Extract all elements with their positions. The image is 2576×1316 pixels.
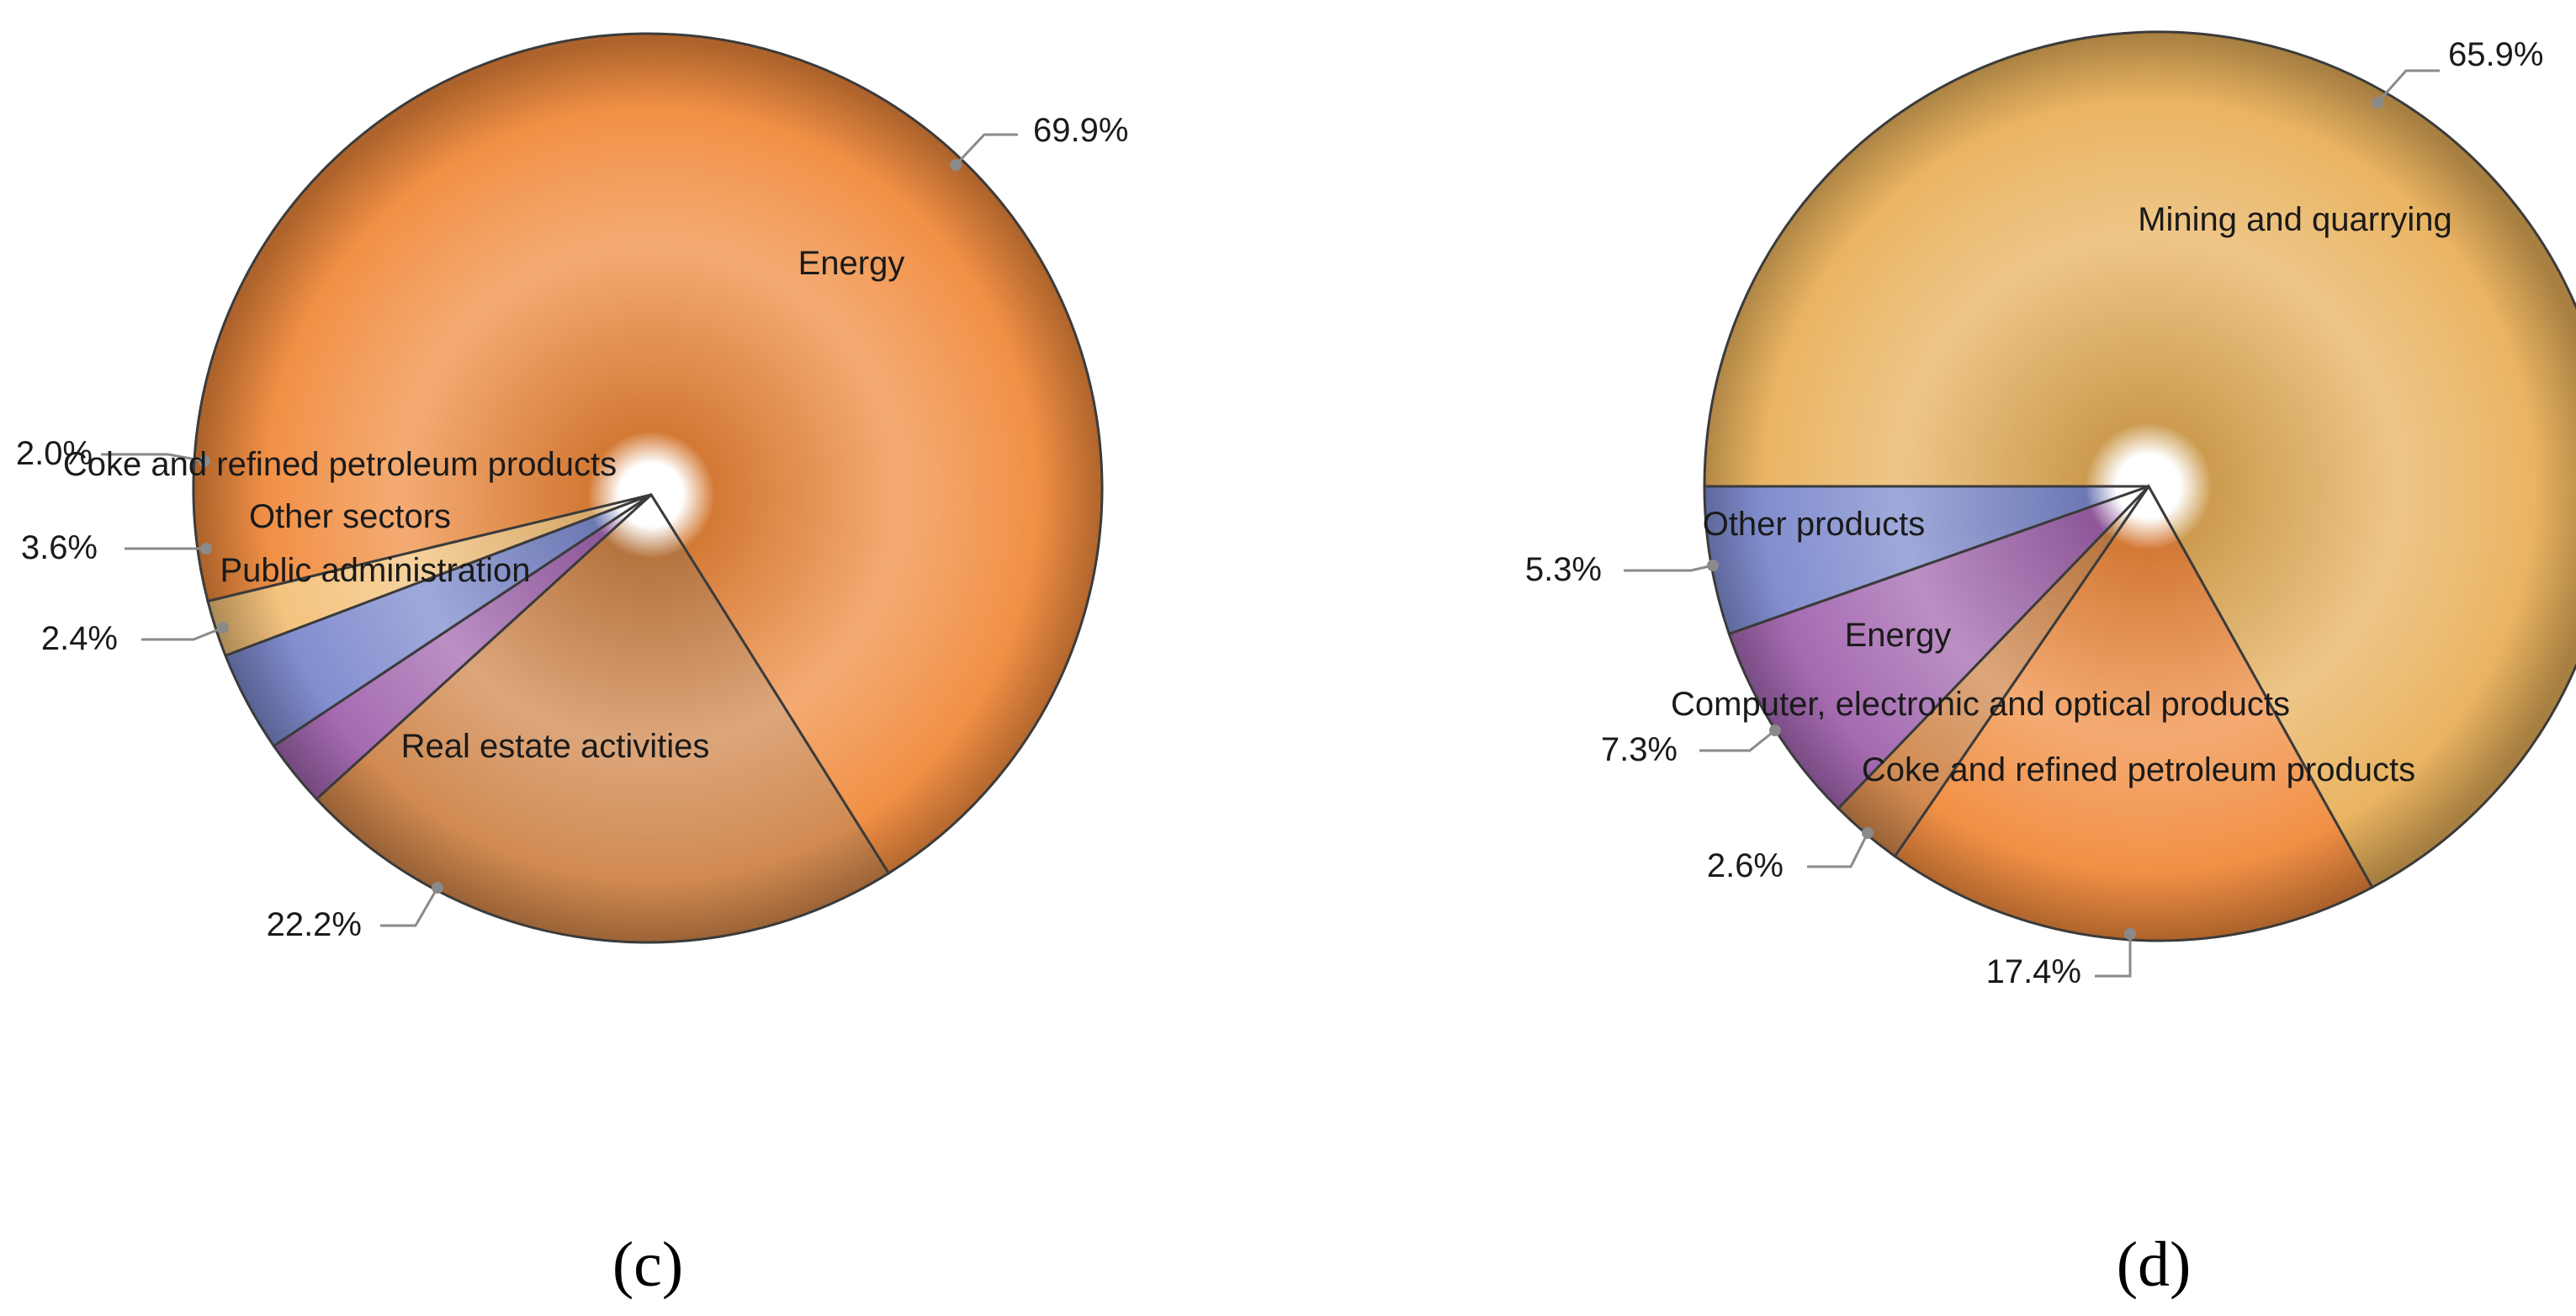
pie-d-pct-mining-and-quarrying: 65.9%: [2448, 36, 2543, 73]
pie-d-leader-coke-and-refined-petroleum-products: [2095, 934, 2132, 978]
pie-c-leader-coke-and-refined-petroleum-products: [101, 453, 205, 463]
pie-c-label-public-administration: Public administration: [220, 552, 530, 589]
pie-d-slices: [1703, 30, 2576, 942]
pie-c-leaders: [101, 133, 1018, 927]
pie-c-pct-other-sectors: 3.6%: [21, 529, 98, 566]
pie-c-pct-public-administration: 2.4%: [41, 620, 118, 657]
pie-d-leader-other-products: [1624, 564, 1714, 572]
panel-label-d: (d): [2117, 1229, 2192, 1300]
pie-c-leader-real-estate-activities: [380, 887, 439, 927]
pie-c-label-real-estate-activities: Real estate activities: [401, 728, 710, 765]
pie-c-leader-dot-other-sectors: [200, 543, 212, 555]
panel-label-c: (c): [612, 1229, 683, 1300]
pie-d-leader-mining-and-quarrying: [2376, 69, 2440, 104]
pie-chart-d: Mining and quarrying 65.9% Coke and refine…: [1525, 30, 2576, 1300]
pie-c-leader-dot-public-administration: [217, 622, 229, 634]
pie-d-label-other-products: Other products: [1703, 506, 1926, 543]
pie-d-texts: Mining and quarrying 65.9% Coke and refine…: [1525, 36, 2544, 990]
pie-c-label-energy: Energy: [798, 245, 905, 282]
pie-c-slice-coke-and-refined-petroleum-products: [206, 493, 652, 658]
pie-d-leader-dot-mining-and-quarrying: [2372, 97, 2383, 109]
pie-d-leader-dot-other-products: [1707, 560, 1719, 571]
pie-d-leader-dot-coke-and-refined-petroleum-products: [2124, 928, 2136, 940]
pie-c-label-other-sectors: Other sectors: [249, 498, 451, 535]
pie-d-pct-energy: 7.3%: [1601, 731, 1678, 768]
pie-d-leaders: [1624, 69, 2440, 978]
pie-c-leader-energy: [954, 133, 1018, 167]
pie-c-slice-real-estate-activities: [315, 492, 891, 944]
pie-d-slice-mining-and-quarrying: [1703, 30, 2576, 889]
pie-c-pct-real-estate-activities: 22.2%: [267, 906, 362, 943]
pie-c-pct-coke-and-refined-petroleum-products: 2.0%: [16, 435, 93, 472]
pie-c-leader-dot-real-estate-activities: [432, 882, 443, 894]
pie-d-pct-computer-electronic-and-optical-products: 2.6%: [1707, 847, 1784, 884]
pie-c-leader-dot-energy: [950, 159, 962, 171]
pie-d-leader-dot-computer-electronic-and-optical-products: [1862, 827, 1874, 839]
pie-d-pct-other-products: 5.3%: [1525, 551, 1602, 588]
pie-chart-c: Energy 69.9% Real estate activities 22.2% Pu…: [16, 32, 1129, 1300]
pie-d-label-mining-and-quarrying: Mining and quarrying: [2138, 201, 2452, 238]
pie-c-leader-public-administration: [141, 626, 224, 641]
pie-d-pct-coke-and-refined-petroleum-products: 17.4%: [1986, 953, 2081, 990]
pie-c-pct-energy: 69.9%: [1033, 112, 1128, 149]
pie-d-label-computer-electronic-and-optical-products: Computer, electronic and optical product…: [1671, 686, 2290, 723]
pie-d-leader-dot-energy: [1769, 724, 1781, 736]
pie-c-slice-energy: [192, 32, 1104, 875]
pie-c-texts: Energy 69.9% Real estate activities 22.2% Pu…: [16, 112, 1129, 943]
pie-d-label-coke-and-refined-petroleum-products: Coke and refined petroleum products: [1862, 751, 2415, 788]
pie-c-label-coke-and-refined-petroleum-products: Coke and refined petroleum products: [63, 446, 617, 483]
pie-c-leader-dot-coke-and-refined-petroleum-products: [199, 455, 210, 467]
pie-d-leader-computer-electronic-and-optical-products: [1807, 832, 1869, 868]
pie-d-label-energy: Energy: [1845, 617, 1952, 654]
pie-d-leader-energy: [1699, 729, 1776, 752]
pie-c-slices: [192, 32, 1104, 944]
